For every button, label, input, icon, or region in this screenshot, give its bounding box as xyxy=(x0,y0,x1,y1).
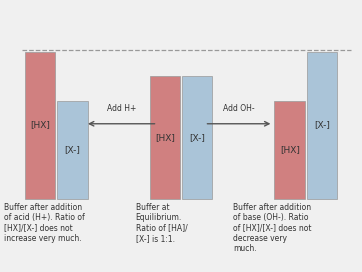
Bar xyxy=(307,52,337,199)
Text: [X-]: [X-] xyxy=(189,133,205,142)
Bar xyxy=(57,101,88,199)
Bar xyxy=(25,52,55,199)
Text: Buffer at
Equilibrium.
Ratio of [HA]/
[X-] is 1:1.: Buffer at Equilibrium. Ratio of [HA]/ [X… xyxy=(136,203,188,243)
Text: [X-]: [X-] xyxy=(314,120,330,130)
Text: [X-]: [X-] xyxy=(64,145,80,154)
Text: Buffer after addition
of base (OH-). Ratio
of [HX]/[X-] does not
decrease very
m: Buffer after addition of base (OH-). Rat… xyxy=(233,203,312,253)
Bar xyxy=(274,101,305,199)
Text: Add OH-: Add OH- xyxy=(223,104,255,113)
Text: Add H+: Add H+ xyxy=(106,104,136,113)
Text: Buffer after addition
of acid (H+). Ratio of
[HX]/[X-] does not
increase very mu: Buffer after addition of acid (H+). Rati… xyxy=(4,203,84,243)
Text: [HX]: [HX] xyxy=(155,133,175,142)
Text: [HX]: [HX] xyxy=(280,145,300,154)
Text: [HX]: [HX] xyxy=(30,120,50,130)
Bar xyxy=(182,76,212,199)
Bar xyxy=(150,76,180,199)
